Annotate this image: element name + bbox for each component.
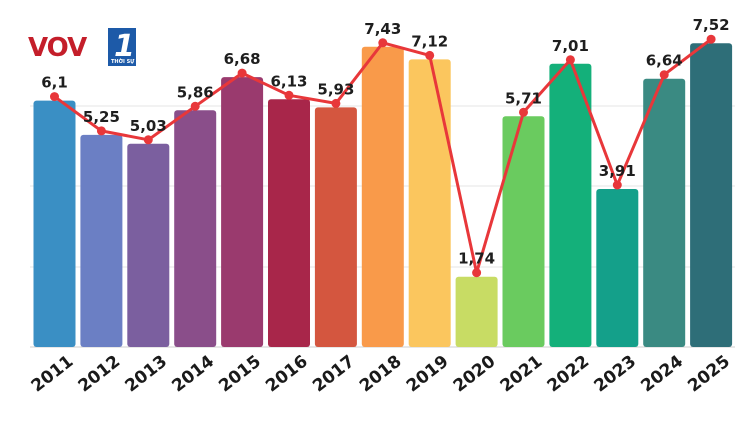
- tick-label-2020: 2020: [450, 351, 500, 396]
- logo-channel-box: [108, 28, 136, 66]
- bar-2013: [127, 143, 170, 347]
- value-label-2011: 6,1: [41, 74, 68, 92]
- tick-label-2022: 2022: [544, 352, 594, 397]
- value-label-2017: 5,93: [317, 80, 354, 98]
- tick-label-2015: 2015: [215, 352, 265, 397]
- trend-point-2013: [143, 135, 153, 145]
- tick-label-2023: 2023: [590, 352, 640, 397]
- trend-point-2023: [612, 180, 622, 190]
- trend-point-2011: [50, 92, 59, 102]
- value-label-2016: 6,13: [270, 72, 307, 90]
- bar-2011: [33, 100, 76, 347]
- vov-logo: VOV 1 THỜI SỰ: [28, 28, 136, 66]
- tick-label-2021: 2021: [497, 352, 547, 397]
- bar-2019: [408, 59, 451, 348]
- bar-2018: [361, 46, 404, 348]
- trend-point-2017: [331, 98, 341, 108]
- value-labels: 6,1 5,25 5,03 5,86 6,68 6,13 5,93 7,43 7,12 1,74 5…: [41, 16, 729, 268]
- value-label-2023: 3,91: [599, 162, 636, 180]
- bar-2017: [314, 107, 357, 348]
- bar-2023: [596, 189, 639, 347]
- bar-2022: [549, 63, 592, 348]
- tick-label-2025: 2025: [684, 352, 734, 397]
- trend-point-2021: [519, 107, 528, 117]
- value-label-2015: 6,68: [224, 50, 261, 68]
- trend-point-2012: [96, 126, 106, 136]
- x-axis-tick-labels: 2011201220132014201520162017201820192020…: [28, 351, 734, 396]
- tick-label-2011: 2011: [28, 352, 78, 397]
- logo-channel-sub: THỜI SỰ: [111, 58, 135, 65]
- tick-label-2024: 2024: [637, 351, 687, 396]
- value-label-2025: 7,52: [693, 16, 730, 34]
- trend-point-2014: [190, 101, 200, 111]
- trend-point-2015: [237, 68, 247, 78]
- tick-label-2014: 2014: [168, 351, 218, 396]
- bar-2020: [455, 276, 498, 347]
- logo-channel-number: 1: [114, 29, 135, 64]
- trend-line: [50, 34, 716, 278]
- trend-point-2020: [472, 268, 482, 278]
- bar-2014: [174, 110, 217, 347]
- value-label-2022: 7,01: [552, 37, 589, 55]
- trend-point-2018: [378, 38, 388, 48]
- value-label-2020: 1,74: [458, 250, 495, 268]
- bars: [33, 43, 733, 348]
- trend-point-2025: [706, 34, 716, 44]
- value-label-2018: 7,43: [364, 20, 401, 38]
- trend-point-2016: [284, 90, 294, 100]
- logo-brand: VOV: [28, 33, 87, 63]
- tick-label-2013: 2013: [121, 352, 171, 397]
- bar-2024: [643, 78, 686, 347]
- trend-point-2019: [425, 50, 435, 60]
- bar-2015: [221, 77, 264, 347]
- trend-point-2022: [565, 55, 575, 65]
- bar-2016: [268, 99, 310, 347]
- value-label-2013: 5,03: [130, 117, 167, 135]
- value-label-2019: 7,12: [411, 32, 448, 50]
- value-label-2021: 5,71: [505, 89, 542, 107]
- tick-label-2019: 2019: [403, 352, 453, 397]
- value-label-2014: 5,86: [177, 83, 214, 101]
- bar-2025: [690, 43, 733, 347]
- tick-label-2016: 2016: [262, 352, 312, 397]
- value-label-2012: 5,25: [83, 108, 120, 126]
- bar-2021: [502, 116, 545, 347]
- value-label-2024: 6,64: [646, 52, 683, 70]
- tick-label-2018: 2018: [356, 352, 406, 397]
- tick-label-2012: 2012: [75, 352, 125, 397]
- bar-2012: [80, 134, 123, 347]
- tick-label-2017: 2017: [309, 352, 359, 397]
- trend-point-2024: [659, 70, 669, 80]
